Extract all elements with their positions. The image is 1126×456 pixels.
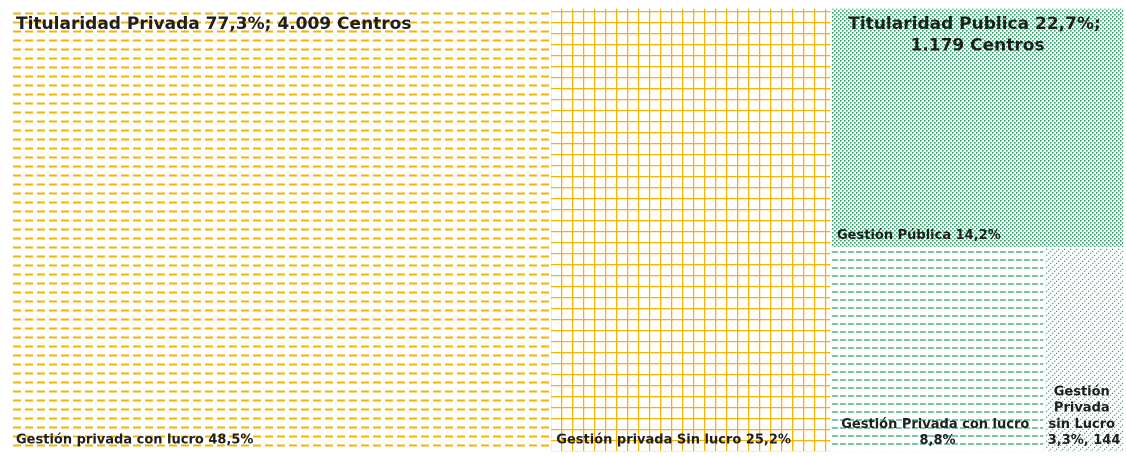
treemap-tile [830, 7, 1125, 249]
treemap-tile [549, 7, 832, 453]
treemap-tile [830, 246, 1045, 453]
tile-label: Gestión Privada con lucro 8,8% [841, 416, 1034, 447]
tile-label: Gestión Pública 14,2% [837, 228, 1001, 243]
group-title: Titularidad Publica 22,7%; 1.179 Centros [848, 14, 1106, 55]
tile-label: Gestión privada Sin lucro 25,2% [556, 433, 791, 448]
treemap-tile [9, 7, 552, 453]
tile-label: Gestión Privada sin Lucro 3,3%, 144 [1048, 384, 1121, 448]
group-title: Titularidad Privada 77,3%; 4.009 Centros [16, 14, 411, 34]
tile-label: Gestión privada con lucro 48,5% [16, 433, 253, 448]
treemap-tile [1043, 246, 1125, 453]
